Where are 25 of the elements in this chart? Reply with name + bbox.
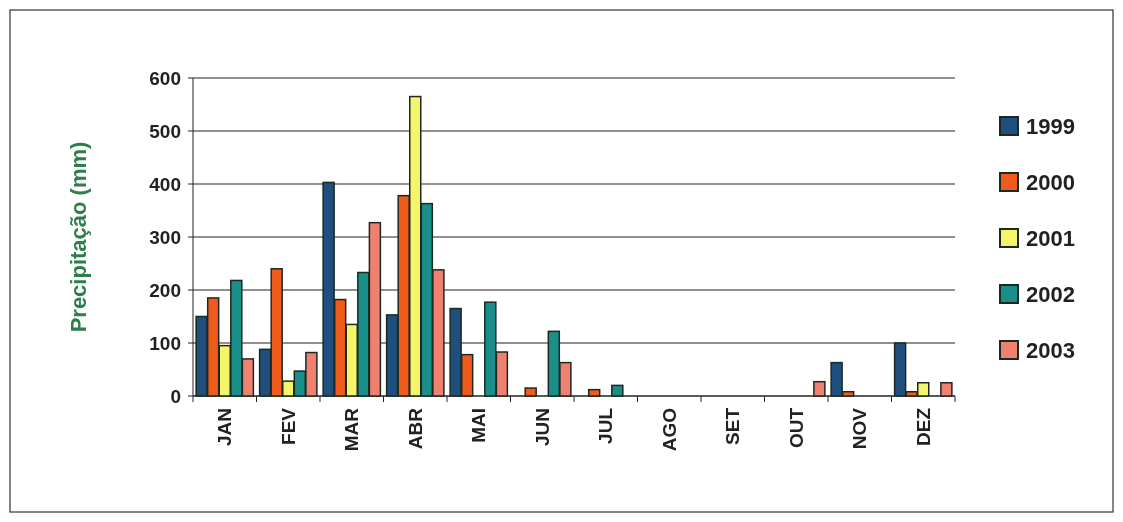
x-tick-label: NOV xyxy=(849,407,871,450)
y-tick-label: 200 xyxy=(149,279,181,301)
legend-label: 2001 xyxy=(1026,225,1075,251)
x-tick-label: DEZ xyxy=(912,407,934,446)
x-tick-label: MAI xyxy=(468,408,490,443)
x-tick-label: JUL xyxy=(595,407,617,444)
x-tick-label: OUT xyxy=(785,407,807,449)
x-tick-label: SET xyxy=(722,407,744,445)
y-tick-label: 0 xyxy=(170,385,181,407)
x-tick-label: JAN xyxy=(214,408,236,447)
y-tick-label: 400 xyxy=(149,173,181,195)
x-tick-label: FEV xyxy=(277,407,299,445)
legend-label: 2003 xyxy=(1026,337,1075,363)
x-tick-label: JUN xyxy=(531,408,553,447)
y-tick-label: 500 xyxy=(149,120,181,142)
x-tick-label: AGO xyxy=(658,408,680,452)
y-axis-title: Precipitação (mm) xyxy=(66,141,91,333)
legend-label: 2000 xyxy=(1026,169,1075,195)
legend-label: 2002 xyxy=(1026,281,1075,307)
legend-label: 1999 xyxy=(1026,113,1075,139)
y-tick-label: 300 xyxy=(149,226,181,248)
x-tick-label: MAR xyxy=(341,407,363,452)
y-tick-label: 100 xyxy=(149,332,181,354)
x-tick-label: ABR xyxy=(404,407,426,450)
y-tick-label: 600 xyxy=(149,67,181,89)
